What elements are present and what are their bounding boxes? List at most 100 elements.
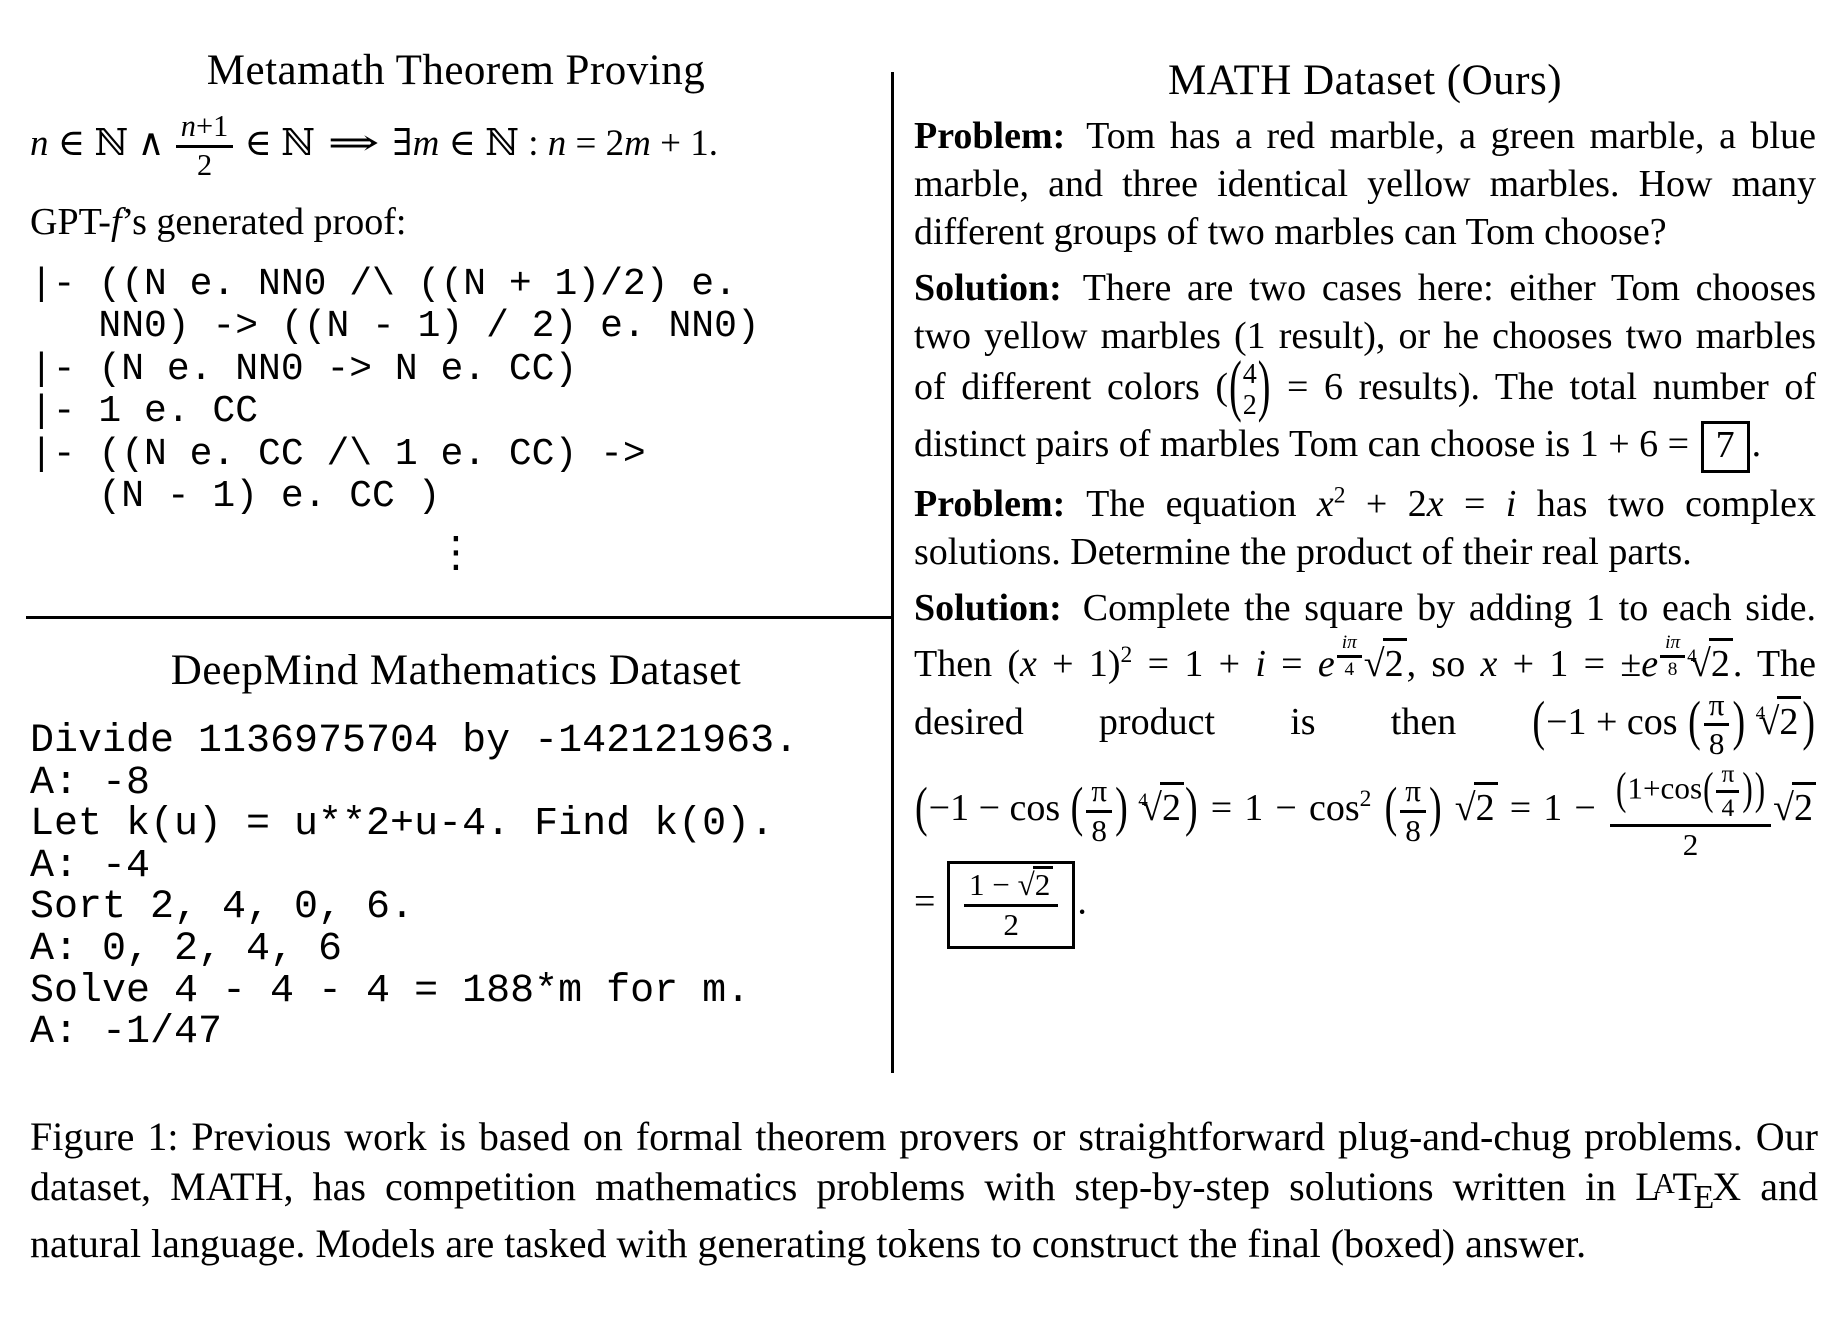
math-msqrt: 4√2	[1138, 781, 1184, 833]
figure-caption: Figure 1: Previous work is based on form…	[30, 1114, 1818, 1266]
math-bp: (	[1229, 348, 1242, 425]
math-bp: )	[1742, 762, 1753, 814]
math-num: (1+cos(π 4))	[1610, 759, 1772, 827]
math-mbox: 7	[1700, 421, 1750, 474]
code-line: A: 0, 2, 4, 6	[30, 926, 343, 972]
math-msqrt: √2	[1363, 637, 1407, 689]
math-num: iπ	[1660, 631, 1686, 659]
code-line: Solve 4 - 4 - 4 = 188*m for m.	[30, 968, 751, 1014]
math-mi: e	[1641, 642, 1659, 685]
math-mfrac: (1+cos(π 4)) 2	[1610, 759, 1772, 861]
math-den: 8	[1708, 726, 1725, 762]
math-dataset-title: MATH Dataset (Ours)	[1167, 57, 1563, 104]
code-line: A: -4	[30, 843, 151, 889]
math-msup: iπ 4	[1335, 632, 1364, 680]
math-bp: )	[1184, 777, 1198, 838]
math-msqrt: √2	[1773, 781, 1817, 833]
math-bp: )	[1115, 777, 1128, 838]
math-num: π	[1400, 774, 1426, 813]
code-line: |- ((N e. NN0 /\ ((N + 1)/2) e.	[30, 262, 737, 306]
math-mi: i	[1505, 483, 1517, 526]
math-msup: 2	[1359, 786, 1372, 813]
math-msqrt: √2	[1018, 866, 1054, 902]
math-rsign: √	[1454, 786, 1476, 829]
math-num: π	[1703, 688, 1730, 727]
math-lxl: T	[1672, 1163, 1697, 1209]
math-num: iπ	[1336, 631, 1362, 659]
math-latex: LATEX	[1635, 1163, 1742, 1216]
math-bp: )	[1732, 690, 1746, 752]
math-mi: iπ	[1341, 631, 1357, 653]
math-bp: )	[1428, 777, 1442, 838]
vertical-divider	[891, 72, 894, 1073]
qa-paragraph: Solution: There are two cases here: eithe…	[914, 265, 1816, 474]
deepmind-examples-code: Divide 1136975704 by -142121963. A: -8 Let…	[30, 721, 882, 1054]
qa-paragraph: Problem: The equation x2 + 2x = i has two…	[914, 482, 1816, 574]
metamath-title: Metamath Theorem Proving	[206, 47, 706, 94]
math-rsign: √	[1689, 642, 1711, 685]
math-mi: n	[180, 109, 196, 143]
math-mparen: (−1 − cos (π 8) 4√2)	[914, 774, 1199, 847]
math-rsign: √	[1758, 700, 1780, 743]
math-bp: (	[1703, 762, 1714, 814]
code-line: Divide 1136975704 by -142121963.	[30, 719, 799, 764]
math-den: 2	[196, 147, 213, 182]
math-lxl: X	[1712, 1163, 1742, 1209]
code-line: NN0) -> ((N - 1) / 2) e. NN0)	[30, 305, 760, 349]
math-bp: )	[1257, 348, 1271, 425]
math-mi: x	[1426, 483, 1444, 526]
math-mi: m	[624, 122, 651, 164]
math-ridx: 4	[1755, 703, 1766, 725]
math-msup: iπ 8	[1658, 632, 1687, 680]
panel-metamath: Metamath Theorem Proving n ∈ ℕ ∧ n+1 2 ∈ …	[30, 46, 882, 576]
math-lxl: L	[1635, 1163, 1660, 1209]
math-num: 1 − √2	[963, 866, 1059, 908]
math-pbody: 1+cos(π 4)	[1627, 759, 1754, 822]
math-mb: Solution:	[914, 587, 1062, 630]
vertical-ellipsis: ⋮	[435, 527, 477, 576]
math-den: 4	[1344, 659, 1355, 681]
math-mfrac: 1 − √2 2	[963, 866, 1059, 941]
math-bp: )	[1754, 762, 1766, 814]
math-msqrt: 4√2	[1755, 695, 1802, 747]
math-rbody: 2	[1382, 637, 1407, 689]
math-bp: (	[915, 777, 928, 838]
math-mparen: (π 8)	[1687, 688, 1746, 762]
math-den: 8	[1405, 812, 1421, 848]
math-mi: e	[1317, 642, 1335, 685]
qa-paragraph: Problem: Tom has a red marble, a green ma…	[914, 115, 1816, 253]
math-mi: f	[110, 200, 122, 243]
math-mi: iπ	[1665, 631, 1681, 653]
math-mi: x	[1020, 642, 1037, 685]
math-mi: n	[30, 122, 49, 164]
math-rbody: 2	[1777, 695, 1802, 747]
math-pbody: −1 − cos (π 8) 4√2	[929, 774, 1184, 847]
math-lxa: A	[1653, 1167, 1675, 1200]
math-rbody: 2	[1708, 637, 1733, 689]
math-rsign: √	[1363, 642, 1385, 685]
code-line: A: -1/47	[30, 1010, 223, 1056]
math-mparen: (−1 + cos (π 8) 4√2)	[1531, 688, 1816, 762]
math-rsign: √	[1141, 786, 1162, 829]
math-bp: (	[1688, 690, 1701, 752]
panel-deepmind: DeepMind Mathematics Dataset Divide 1136…	[30, 646, 882, 1054]
math-msup: 2	[1120, 642, 1133, 669]
math-mb: Problem:	[914, 483, 1066, 526]
math-den: 4	[1721, 792, 1735, 822]
math-brow: 2	[1242, 389, 1257, 421]
math-mimp: ⇒	[327, 122, 381, 164]
math-mi: i	[1255, 642, 1266, 685]
math-mparen: (π 4)	[1702, 760, 1754, 822]
math-mfrac: iπ 4	[1336, 631, 1362, 681]
math-mb: Problem:	[914, 115, 1066, 157]
metamath-proof-code: |- ((N e. NN0 /\ ((N + 1)/2) e. NN0) -> …	[30, 262, 882, 519]
deepmind-title: DeepMind Mathematics Dataset	[170, 647, 742, 694]
math-mbox: 1 − √2 2	[946, 861, 1076, 949]
math-lxe: E	[1693, 1178, 1715, 1216]
qa-paragraph: Solution: Complete the square by adding 1…	[914, 585, 1817, 949]
